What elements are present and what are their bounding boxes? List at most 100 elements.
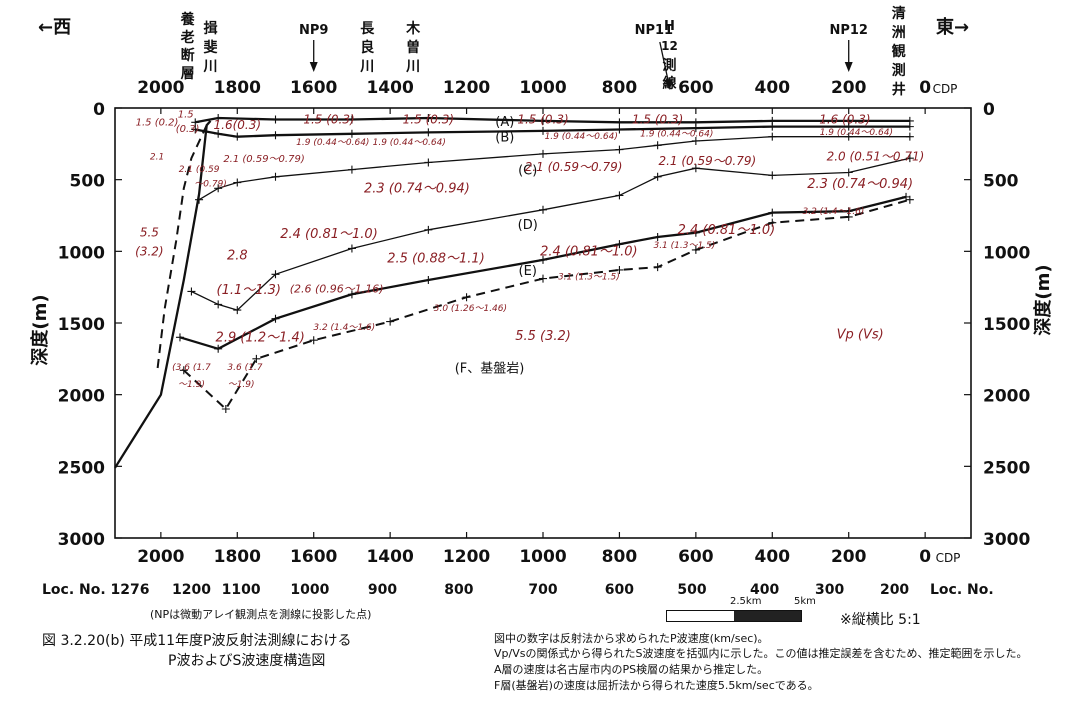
figure-caption-line2: P波およびS波速度構造図: [168, 653, 326, 669]
point-mark-C: [615, 145, 624, 154]
point-mark-B: [347, 129, 356, 138]
cdp-tick-label-bottom: 400: [755, 547, 791, 567]
np11-arrow-line: [659, 41, 670, 85]
velocity-label: 1.9 (0.44〜0.64): [373, 138, 446, 148]
cdp-tick-label-top: 600: [678, 78, 714, 98]
point-mark-F: [539, 274, 547, 283]
point-mark-D: [347, 244, 356, 253]
velocity-label: 1.6 (0.3): [819, 112, 870, 126]
layer-label: (E): [519, 264, 537, 279]
point-mark-F: [844, 212, 853, 221]
west-label: ←西: [38, 17, 71, 38]
char: 断: [181, 47, 195, 64]
layer-label: (A): [495, 115, 514, 130]
char: 清: [892, 5, 906, 22]
char: 川: [359, 59, 374, 75]
velocity-label: 3.2 (1.4〜1.6): [803, 207, 865, 217]
point-mark-A: [347, 115, 356, 124]
char: 木: [405, 20, 421, 37]
loc-tick-label: 300: [815, 582, 844, 598]
velocity-label: 2.1: [150, 152, 164, 162]
cdp-axis-label-top: CDP: [933, 82, 958, 96]
velocity-label: 2.4 (0.81〜1.0): [540, 244, 638, 259]
loc-label-right: Loc. No.: [930, 582, 994, 598]
note-line-1: 図中の数字は反射法から求められたP波速度(km/sec)。: [494, 632, 769, 645]
y-tick-label-left: 3000: [58, 530, 105, 550]
point-marks: [175, 114, 914, 413]
loc-tick-label: 400: [750, 582, 779, 598]
cdp-tick-label-top: 1400: [366, 78, 413, 98]
velocity-label: 3.6 (1.7: [227, 363, 262, 373]
velocity-label: 2.9 (1.2〜1.4): [216, 330, 305, 345]
y-tick-label-left: 0: [93, 100, 105, 120]
layer-label: (B): [495, 131, 514, 146]
point-mark-A: [424, 114, 433, 123]
velocity-label: 2.0 (0.51〜0.71): [827, 150, 925, 164]
point-mark-D: [768, 171, 777, 180]
y-tick-label-right: 3000: [983, 530, 1030, 550]
velocity-label: 5.5: [140, 226, 159, 240]
y-tick-label-left: 1000: [58, 243, 105, 263]
velocity-label: 2.1 (0.59〜0.79): [525, 160, 623, 174]
point-mark-A: [615, 118, 624, 127]
loc-tick-label: 1000: [290, 582, 329, 598]
velocity-label: 1.9 (0.44〜0.64): [640, 129, 713, 139]
velocity-label: 2.1 (0.59: [179, 165, 220, 175]
layer-label: (C): [518, 164, 537, 179]
char: 測: [892, 62, 906, 79]
point-mark-F: [179, 366, 188, 375]
velocity-label: 1.5 (0.3): [403, 112, 454, 126]
velocity-label: 1.9 (0.44〜0.64): [820, 128, 893, 138]
velocity-label: 1.5 (0.3): [303, 112, 354, 126]
figure-caption-line1: 図 3.2.20(b) 平成11年度P波反射法測線における: [42, 633, 352, 649]
point-mark-B: [271, 131, 280, 140]
marker-arrowhead: [844, 62, 853, 72]
velocity-label: (3.2): [135, 244, 163, 258]
velocity-label: 1.9 (0.44〜0.64): [545, 132, 618, 142]
loc-tick-label: 900: [368, 582, 397, 598]
point-mark-C: [539, 149, 547, 158]
cdp-tick-label-bottom: 1800: [214, 547, 261, 567]
point-mark-D: [271, 270, 280, 279]
point-mark-A: [539, 116, 547, 125]
char: 長: [360, 21, 375, 37]
cdp-tick-label-bottom: 0: [919, 547, 931, 567]
point-mark-F: [905, 195, 914, 204]
y-axis-title-left: 深度(m): [29, 294, 51, 365]
cdp-tick-label-top: 1200: [443, 78, 490, 98]
cdp-tick-label-bottom: 1000: [519, 547, 566, 567]
char: 井: [892, 81, 906, 98]
cdp-tick-label-top: 1800: [214, 78, 261, 98]
vlabel-nagara: 長良川: [359, 21, 375, 75]
point-mark-B: [905, 122, 914, 131]
char: 洲: [892, 25, 906, 41]
point-mark-B: [214, 129, 223, 138]
loc-tick-label: 1200: [172, 582, 211, 598]
point-mark-F: [691, 245, 700, 254]
scale-bar-black-half: [734, 611, 801, 621]
cdp-tick-label-top: 0: [919, 78, 931, 98]
y-tick-label-left: 2000: [58, 387, 105, 407]
boundary-fault_dash: [156, 124, 208, 374]
loc-tick-label: 500: [677, 582, 706, 598]
ratio-label: ※縦横比 5:1: [840, 612, 921, 628]
y-tick-label-left: 1500: [58, 315, 105, 335]
velocity-label: 1.6(0.3): [214, 118, 262, 132]
char: 線: [662, 75, 676, 92]
point-mark-F: [653, 263, 662, 272]
point-mark-D: [653, 172, 662, 181]
scale-bar-white-half: [667, 611, 734, 621]
loc-tick-label: 600: [605, 582, 634, 598]
point-mark-F: [252, 354, 261, 363]
note-line-3: A層の速度は名古屋市内のPS検層の結果から推定した。: [494, 663, 769, 676]
y-tick-label-right: 1500: [983, 315, 1030, 335]
vlabel-12: 12: [661, 39, 678, 53]
point-mark-C: [691, 136, 700, 145]
char: 養: [180, 11, 195, 28]
cdp-tick-label-bottom: 2000: [137, 547, 184, 567]
point-mark-D: [214, 300, 223, 309]
velocity-label: 2.3 (0.74〜0.94): [807, 177, 913, 192]
east-label: 東→: [936, 16, 969, 38]
